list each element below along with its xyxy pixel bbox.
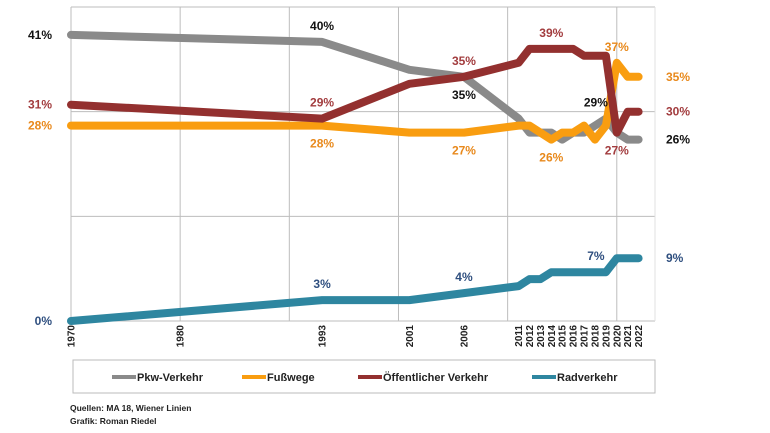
data-labels: 41% 40% 35% 29% 26% 28% 28% 27% 26% 37% 35% 31% 29% 3… bbox=[28, 19, 690, 328]
x-tick-label: 2001 bbox=[405, 325, 416, 348]
footer-sources: Quellen: MA 18, Wiener Linien bbox=[70, 403, 191, 413]
data-label: 30% bbox=[666, 105, 690, 119]
data-label: 27% bbox=[452, 144, 476, 158]
x-tick-label: 2018 bbox=[590, 325, 601, 348]
x-tick-label: 2016 bbox=[569, 325, 580, 348]
data-label: 35% bbox=[666, 70, 690, 84]
footer-credit: Grafik: Roman Riedel bbox=[70, 416, 156, 426]
data-label: 0% bbox=[35, 314, 53, 328]
legend: Pkw-Verkehr Fußwege Öffentlicher Verkehr Ra… bbox=[72, 359, 656, 394]
data-label: 28% bbox=[310, 137, 334, 151]
x-tick-label: 1980 bbox=[176, 325, 187, 348]
x-tick-label: 2014 bbox=[547, 325, 558, 348]
data-label: 29% bbox=[584, 96, 608, 110]
series-line-2 bbox=[67, 44, 643, 137]
data-label: 37% bbox=[605, 40, 629, 54]
x-tick-label: 2022 bbox=[634, 325, 645, 348]
data-label: 39% bbox=[539, 26, 563, 40]
data-label: 9% bbox=[666, 251, 684, 265]
x-tick-label: 2013 bbox=[536, 325, 547, 348]
x-tick-label: 2006 bbox=[459, 325, 470, 348]
data-label: 28% bbox=[28, 119, 52, 133]
series-line-3 bbox=[67, 254, 643, 325]
data-label: 26% bbox=[666, 133, 690, 147]
x-tick-label: 1993 bbox=[318, 325, 329, 348]
x-tick-label: 2017 bbox=[580, 325, 591, 348]
x-tick-label: 2019 bbox=[601, 325, 612, 348]
x-axis-ticks: 1970 1980 1993 2001 2006 2011 2012 2013 2014 2015… bbox=[67, 325, 646, 348]
legend-label-3: Radverkehr bbox=[557, 372, 618, 384]
data-label: 29% bbox=[310, 96, 334, 110]
series-line-1 bbox=[67, 58, 643, 144]
x-tick-label: 2011 bbox=[514, 325, 525, 347]
legend-label-0: Pkw-Verkehr bbox=[137, 372, 204, 384]
x-tick-label: 2021 bbox=[623, 325, 634, 348]
x-tick-label: 1970 bbox=[67, 325, 78, 348]
data-label: 41% bbox=[28, 28, 52, 42]
legend-label-1: Fußwege bbox=[267, 372, 315, 384]
data-label: 35% bbox=[452, 88, 476, 102]
series-lines bbox=[67, 30, 643, 325]
data-label: 26% bbox=[539, 151, 563, 165]
x-tick-label: 2012 bbox=[525, 325, 536, 348]
x-tick-label: 2020 bbox=[612, 325, 623, 348]
data-label: 35% bbox=[452, 54, 476, 68]
data-label: 4% bbox=[455, 270, 473, 284]
data-label: 27% bbox=[605, 144, 629, 158]
data-label: 40% bbox=[310, 19, 334, 33]
data-label: 3% bbox=[313, 277, 331, 291]
legend-label-2: Öffentlicher Verkehr bbox=[383, 371, 489, 384]
data-label: 31% bbox=[28, 98, 52, 112]
data-label: 7% bbox=[587, 249, 605, 263]
x-tick-label: 2015 bbox=[558, 325, 569, 348]
